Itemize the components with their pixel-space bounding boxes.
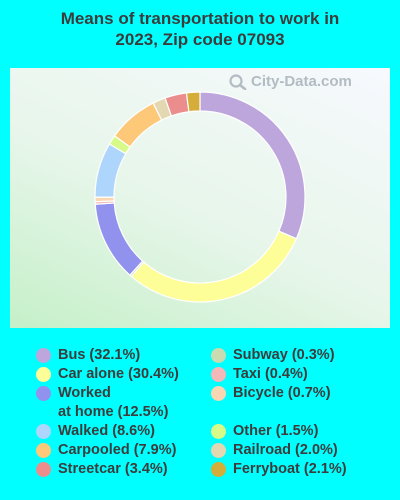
legend-swatch: [211, 424, 226, 439]
legend-item: Ferryboat (2.1%): [211, 460, 347, 479]
legend-swatch: [211, 367, 226, 382]
legend-swatch: [36, 367, 51, 382]
legend-item: Railroad (2.0%): [211, 441, 338, 460]
legend-label: Carpooled (7.9%): [58, 442, 177, 458]
legend-item: Car alone (30.4%): [36, 365, 179, 384]
legend-swatch: [211, 443, 226, 458]
chart-title-line1: Means of transportation to work in: [60, 9, 340, 28]
slice-bicycle: [94, 196, 115, 203]
slice-carpooled: [113, 102, 163, 148]
legend-item: Taxi (0.4%): [211, 365, 308, 384]
slice-car-alone: [130, 230, 298, 303]
slice-walked: [94, 143, 127, 198]
legend-label: Taxi (0.4%): [233, 366, 308, 382]
legend-label: Other (1.5%): [233, 423, 319, 439]
legend-item: Walked (8.6%): [36, 422, 155, 441]
legend-label: Car alone (30.4%): [58, 366, 179, 382]
legend-item: Subway (0.3%): [211, 346, 335, 365]
slice-bus: [199, 91, 306, 240]
legend-swatch: [211, 386, 226, 401]
slice-worked-at-home: [94, 202, 144, 277]
chart-title-line2: 2023, Zip code 07093: [115, 30, 285, 49]
legend-label: Walked (8.6%): [58, 423, 155, 439]
legend-swatch: [36, 443, 51, 458]
legend-item: Other (1.5%): [211, 422, 318, 441]
legend-label: Ferryboat (2.1%): [233, 461, 347, 477]
legend-swatch: [36, 462, 51, 477]
legend-swatch: [36, 348, 51, 363]
legend-item: Carpooled (7.9%): [36, 441, 176, 460]
legend-item: Streetcar (3.4%): [36, 460, 168, 479]
chart-title: Means of transportation to work in 2023,…: [0, 8, 400, 50]
legend-item: Worked at home (12.5%): [36, 384, 168, 422]
legend-swatch: [211, 348, 226, 363]
legend-label: Subway (0.3%): [233, 347, 335, 363]
legend-label: Railroad (2.0%): [233, 442, 338, 458]
legend-label: Streetcar (3.4%): [58, 461, 168, 477]
legend-label-line2: at home (12.5%): [58, 404, 169, 420]
legend-swatch: [36, 424, 51, 439]
watermark: City-Data.com: [228, 73, 352, 90]
watermark-text: City-Data.com: [251, 73, 352, 90]
legend-label: Worked at home (12.5%): [58, 385, 169, 420]
legend-swatch: [36, 386, 51, 401]
legend-item: Bus (32.1%): [36, 346, 140, 365]
legend-label: Bus (32.1%): [58, 347, 141, 363]
magnifier-icon: [229, 73, 247, 90]
slice-ferryboat: [185, 91, 201, 113]
legend-swatch: [211, 462, 226, 477]
legend-label: Bicycle (0.7%): [233, 385, 331, 401]
legend-item: Bicycle (0.7%): [211, 384, 331, 403]
